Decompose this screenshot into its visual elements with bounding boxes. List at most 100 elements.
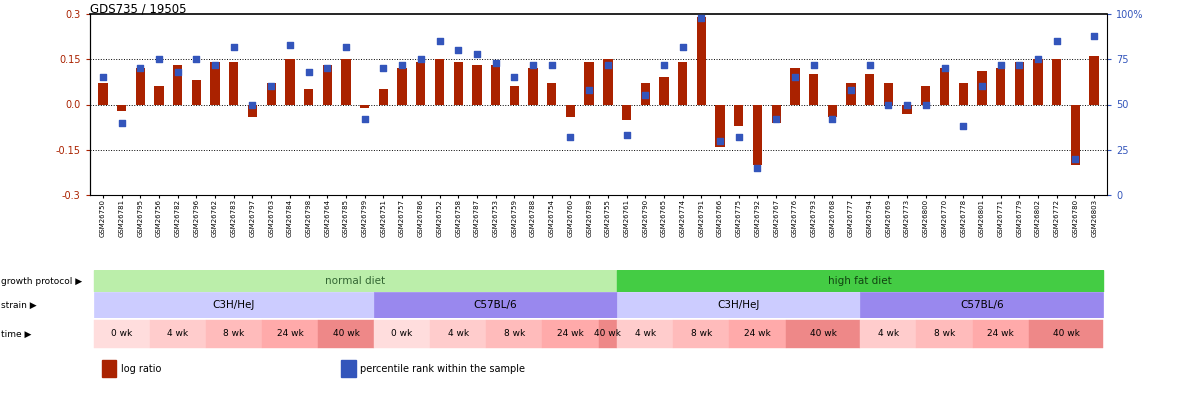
Text: 0 wk: 0 wk [111, 330, 132, 339]
Bar [397, 68, 407, 104]
Bar [1089, 56, 1099, 104]
Point [729, 134, 748, 140]
Point [467, 51, 486, 57]
Bar [491, 65, 500, 104]
Point [336, 43, 356, 50]
Bar [584, 62, 594, 104]
Bar [827, 104, 837, 117]
Bar [473, 65, 481, 104]
Bar [673, 320, 729, 348]
Bar [285, 59, 294, 104]
Bar [510, 86, 519, 104]
Text: percentile rank within the sample: percentile rank within the sample [360, 364, 525, 373]
Bar [640, 83, 650, 104]
Bar [373, 292, 618, 318]
Point [766, 116, 785, 122]
Point [561, 134, 581, 140]
Bar [940, 68, 949, 104]
Point [93, 74, 113, 81]
Text: 8 wk: 8 wk [934, 330, 955, 339]
Bar [211, 62, 220, 104]
Bar [678, 62, 687, 104]
Point [206, 62, 225, 68]
Bar [1028, 320, 1104, 348]
Point [1047, 38, 1067, 45]
Point [748, 164, 767, 171]
Point [505, 74, 524, 81]
Bar [753, 104, 762, 165]
Bar [790, 68, 800, 104]
Point [579, 87, 598, 93]
Point [412, 56, 431, 62]
Bar [486, 320, 542, 348]
Bar [977, 71, 986, 104]
Point [822, 116, 841, 122]
Bar [174, 65, 182, 104]
Bar [660, 77, 669, 104]
Point [616, 132, 636, 139]
Text: GDS735 / 19505: GDS735 / 19505 [90, 2, 187, 15]
Bar [618, 270, 1104, 292]
Text: 8 wk: 8 wk [504, 330, 525, 339]
Bar [729, 320, 785, 348]
Bar [341, 59, 351, 104]
Text: 0 wk: 0 wk [391, 330, 413, 339]
Bar [373, 320, 430, 348]
Point [841, 87, 861, 93]
Bar [192, 80, 201, 104]
Bar [846, 83, 856, 104]
Point [692, 15, 711, 21]
Text: log ratio: log ratio [121, 364, 162, 373]
Bar [1052, 59, 1062, 104]
Text: 24 wk: 24 wk [557, 330, 584, 339]
Bar [435, 59, 444, 104]
Bar [972, 320, 1028, 348]
Point [523, 62, 542, 68]
Point [916, 101, 935, 108]
Bar [917, 320, 972, 348]
Text: C3H/HeJ: C3H/HeJ [717, 300, 760, 310]
Text: 4 wk: 4 wk [448, 330, 469, 339]
Text: 40 wk: 40 wk [809, 330, 837, 339]
Point [150, 56, 169, 62]
Bar [603, 59, 613, 104]
Bar [267, 83, 275, 104]
Point [113, 119, 132, 126]
Text: 40 wk: 40 wk [595, 330, 621, 339]
Bar [248, 104, 257, 117]
Point [935, 65, 954, 72]
Text: 8 wk: 8 wk [691, 330, 712, 339]
Bar [598, 320, 618, 348]
Text: C3H/HeJ: C3H/HeJ [213, 300, 255, 310]
Point [636, 92, 655, 99]
Point [262, 83, 281, 90]
Bar [93, 292, 373, 318]
Bar [785, 320, 861, 348]
Bar [716, 104, 724, 147]
Point [486, 60, 505, 66]
Bar [566, 104, 575, 117]
Bar [959, 83, 968, 104]
Text: 24 wk: 24 wk [988, 330, 1014, 339]
Text: 4 wk: 4 wk [634, 330, 656, 339]
Text: 8 wk: 8 wk [223, 330, 244, 339]
Text: C57BL/6: C57BL/6 [960, 300, 1004, 310]
Point [991, 62, 1010, 68]
Bar [996, 68, 1005, 104]
Point [317, 65, 336, 72]
Bar [102, 360, 116, 377]
Bar [772, 104, 780, 123]
Point [785, 74, 804, 81]
Text: growth protocol ▶: growth protocol ▶ [1, 277, 83, 286]
Bar [318, 320, 373, 348]
Text: C57BL/6: C57BL/6 [474, 300, 517, 310]
Text: 4 wk: 4 wk [877, 330, 899, 339]
Bar [98, 83, 108, 104]
Text: 24 wk: 24 wk [277, 330, 303, 339]
Bar [360, 104, 370, 107]
Point [1010, 62, 1029, 68]
Bar [262, 320, 318, 348]
Point [542, 62, 561, 68]
Point [972, 83, 991, 90]
Point [954, 123, 973, 130]
